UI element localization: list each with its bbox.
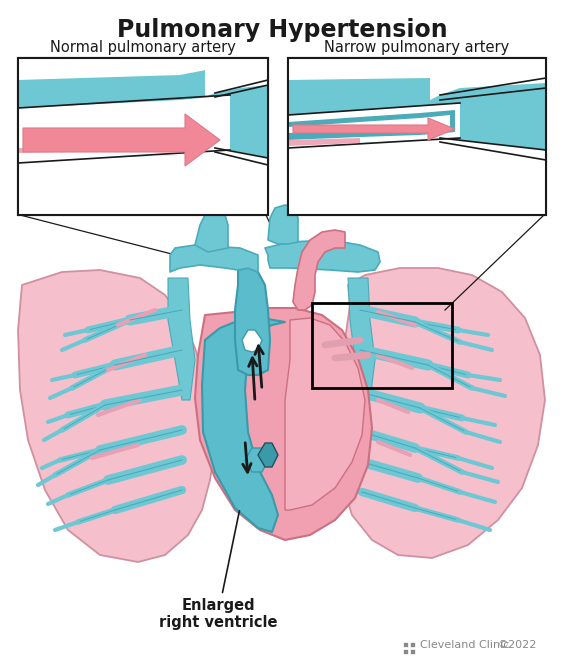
Polygon shape <box>288 58 546 80</box>
Polygon shape <box>195 308 372 540</box>
Polygon shape <box>268 205 298 244</box>
Text: Narrow pulmonary artery: Narrow pulmonary artery <box>324 40 510 55</box>
Polygon shape <box>18 145 180 153</box>
Bar <box>410 649 416 654</box>
Bar <box>288 58 546 215</box>
Polygon shape <box>18 145 268 215</box>
Polygon shape <box>195 210 228 252</box>
Polygon shape <box>285 318 365 510</box>
Polygon shape <box>265 240 380 272</box>
Bar <box>410 641 416 647</box>
Polygon shape <box>242 330 262 352</box>
Polygon shape <box>288 115 450 133</box>
Polygon shape <box>288 58 546 215</box>
Polygon shape <box>18 95 230 163</box>
Polygon shape <box>288 138 360 146</box>
Polygon shape <box>293 230 345 310</box>
Polygon shape <box>18 58 268 80</box>
Text: Normal pulmonary artery: Normal pulmonary artery <box>50 40 236 55</box>
Polygon shape <box>288 138 546 215</box>
Bar <box>288 58 546 215</box>
Bar <box>403 641 408 647</box>
Polygon shape <box>23 114 220 166</box>
Bar <box>312 303 452 388</box>
Bar <box>403 649 408 654</box>
Polygon shape <box>202 318 285 532</box>
Polygon shape <box>205 58 268 97</box>
Text: Enlarged
right ventricle: Enlarged right ventricle <box>158 511 277 631</box>
Bar <box>18 58 268 215</box>
Polygon shape <box>293 118 455 140</box>
Polygon shape <box>348 278 375 400</box>
Polygon shape <box>338 268 545 558</box>
Polygon shape <box>430 58 546 100</box>
Polygon shape <box>18 58 268 215</box>
Text: ©2022: ©2022 <box>498 640 537 650</box>
Polygon shape <box>288 103 460 148</box>
Polygon shape <box>288 110 455 140</box>
Text: Cleveland Clinic: Cleveland Clinic <box>420 640 509 650</box>
Bar <box>18 58 268 215</box>
Polygon shape <box>18 270 215 562</box>
Polygon shape <box>235 268 270 375</box>
Text: Pulmonary Hypertension: Pulmonary Hypertension <box>117 18 447 42</box>
Polygon shape <box>168 278 195 400</box>
Polygon shape <box>245 448 268 472</box>
Polygon shape <box>258 443 278 467</box>
Polygon shape <box>170 245 258 272</box>
